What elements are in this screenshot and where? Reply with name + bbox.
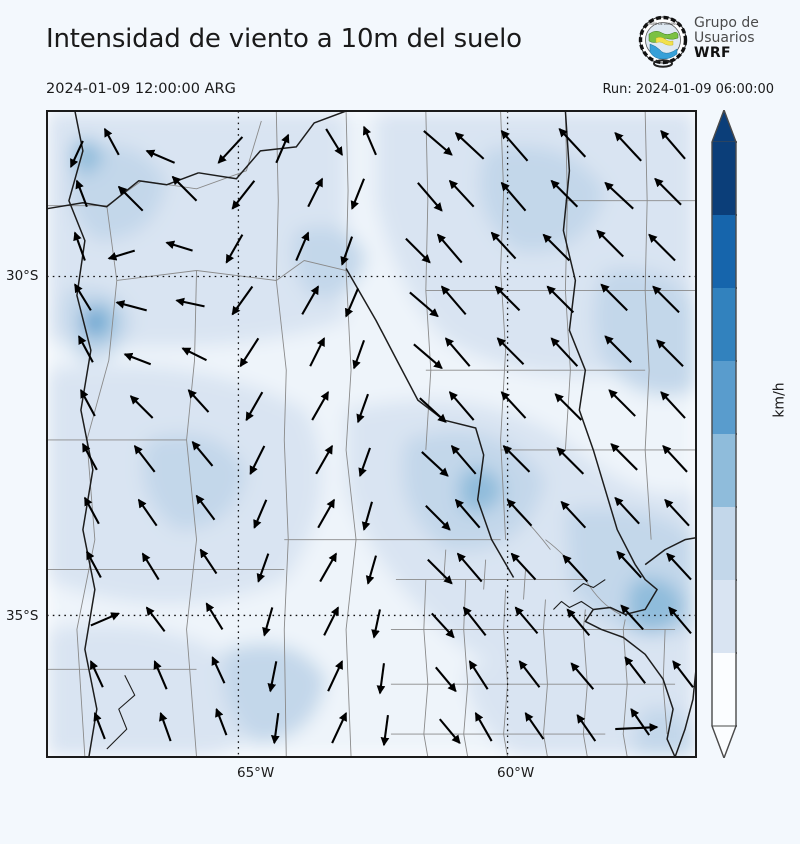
wrf-user-group-logo: GRUPO DE USUARIOS Grupo de Usuarios WRF [636, 14, 796, 70]
weather-map-page: Intensidad de viento a 10m del suelo 202… [6, 14, 796, 782]
colorbar: 80 70 60 50 40 30 20 10 0 [711, 110, 737, 758]
colorbar-gradient [711, 110, 737, 758]
colorbar-unit-label: km/h [771, 382, 788, 418]
wind-map-canvas[interactable] [46, 110, 697, 758]
run-time-label: Run: 2024-01-09 06:00:00 [602, 82, 774, 97]
logo-line-1: Grupo de [694, 15, 759, 31]
page-title: Intensidad de viento a 10m del suelo [46, 24, 522, 54]
lon-label-60w: 60°W [497, 765, 535, 781]
globe-emblem-icon: GRUPO DE USUARIOS [638, 15, 688, 68]
svg-text:GRUPO DE USUARIOS: GRUPO DE USUARIOS [646, 22, 680, 26]
lat-label-30s: 30°S [6, 268, 39, 284]
colorbar-extend-low [711, 725, 737, 758]
wind-vector-arrows [69, 125, 694, 747]
lat-label-35s: 35°S [6, 608, 39, 624]
valid-time-label: 2024-01-09 12:00:00 ARG [46, 81, 236, 97]
lon-label-65w: 65°W [237, 765, 275, 781]
graticule [47, 111, 696, 757]
logo-line-3: WRF [694, 45, 731, 61]
wind-speed-shading [47, 111, 696, 757]
wind-field-plot [47, 111, 696, 757]
logo-line-2: Usuarios [694, 30, 755, 46]
colorbar-extend-high [711, 110, 737, 143]
